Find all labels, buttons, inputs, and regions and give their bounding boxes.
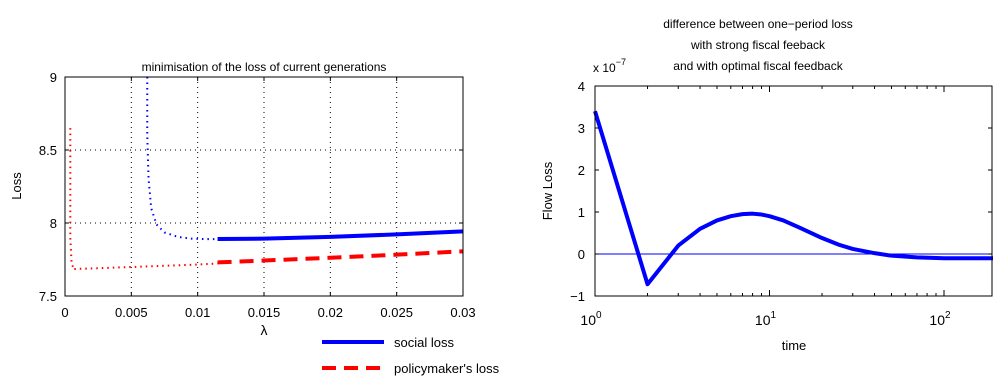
right-x-tick-label: 101 <box>755 310 777 328</box>
series-line-policymaker-s-loss-dotted <box>69 128 76 271</box>
left-x-axis-label: λ <box>261 322 268 338</box>
legend: social loss policymaker's loss <box>322 335 500 376</box>
right-series-line-flow-loss-difference <box>593 110 993 287</box>
series-line-social-loss-solid <box>217 229 464 242</box>
series-line-policymaker-s-loss-dashed <box>217 249 464 265</box>
legend-label-policymakers-loss: policymaker's loss <box>394 361 500 376</box>
left-y-tick-label: 8 <box>50 216 57 231</box>
right-y-exponent-superscript: −7 <box>616 57 626 67</box>
left-x-tick-label: 0.01 <box>185 305 210 320</box>
left-chart-title: minimisation of the loss of current gene… <box>142 60 387 74</box>
left-chart: 0 0.005 0.01 0.015 0.02 0.025 0.03 7.5 8 8.5 9 min… <box>9 60 476 338</box>
right-y-axis-label: Flow Loss <box>540 161 555 220</box>
left-ticks: 0 0.005 0.01 0.015 0.02 0.025 0.03 7.5 8 8.5 9 <box>39 70 476 320</box>
left-x-tick-label: 0.015 <box>248 305 281 320</box>
left-y-tick-label: 9 <box>50 70 57 85</box>
right-plot-frame <box>594 85 993 297</box>
right-x-tick-label: 102 <box>929 310 951 328</box>
right-y-exponent-label: x 10−7 <box>593 57 626 75</box>
right-x-tick-label: 100 <box>580 310 602 328</box>
left-x-tick-label: 0.02 <box>318 305 343 320</box>
left-y-tick-label: 8.5 <box>39 143 57 158</box>
left-x-tick-label: 0.03 <box>450 305 475 320</box>
right-y-tick-label: 3 <box>578 121 585 136</box>
right-y-tick-label: −1 <box>570 289 585 304</box>
left-plot-background <box>65 77 463 296</box>
right-x-axis-label: time <box>782 338 807 353</box>
series-line-social-loss-dotted <box>146 77 218 241</box>
right-y-tick-label: 1 <box>578 205 585 220</box>
right-y-tick-label: 4 <box>578 79 585 94</box>
right-chart-title-line-2: with strong fiscal feeback <box>690 38 826 52</box>
right-ticks: −1 0 1 2 3 4 100 101 102 <box>570 79 992 328</box>
left-x-tick-label: 0.005 <box>115 305 148 320</box>
left-series-layer <box>69 77 464 271</box>
left-x-tick-label: 0.025 <box>380 305 413 320</box>
left-y-axis-label: Loss <box>9 172 24 200</box>
right-y-tick-label: 0 <box>578 247 585 262</box>
right-chart-title-line-3: and with optimal fiscal feedback <box>673 59 843 73</box>
legend-label-social-loss: social loss <box>394 335 454 350</box>
series-line-policymaker-s-loss-dotted <box>74 262 218 270</box>
right-y-tick-label: 2 <box>578 163 585 178</box>
right-series-layer <box>593 110 993 287</box>
left-y-tick-label: 7.5 <box>39 289 57 304</box>
left-x-tick-label: 0 <box>61 305 68 320</box>
right-chart: −1 0 1 2 3 4 100 101 102 difference between one−… <box>540 17 993 353</box>
right-plot-background <box>595 86 993 296</box>
right-chart-title-line-1: difference between one−period loss <box>663 17 853 31</box>
